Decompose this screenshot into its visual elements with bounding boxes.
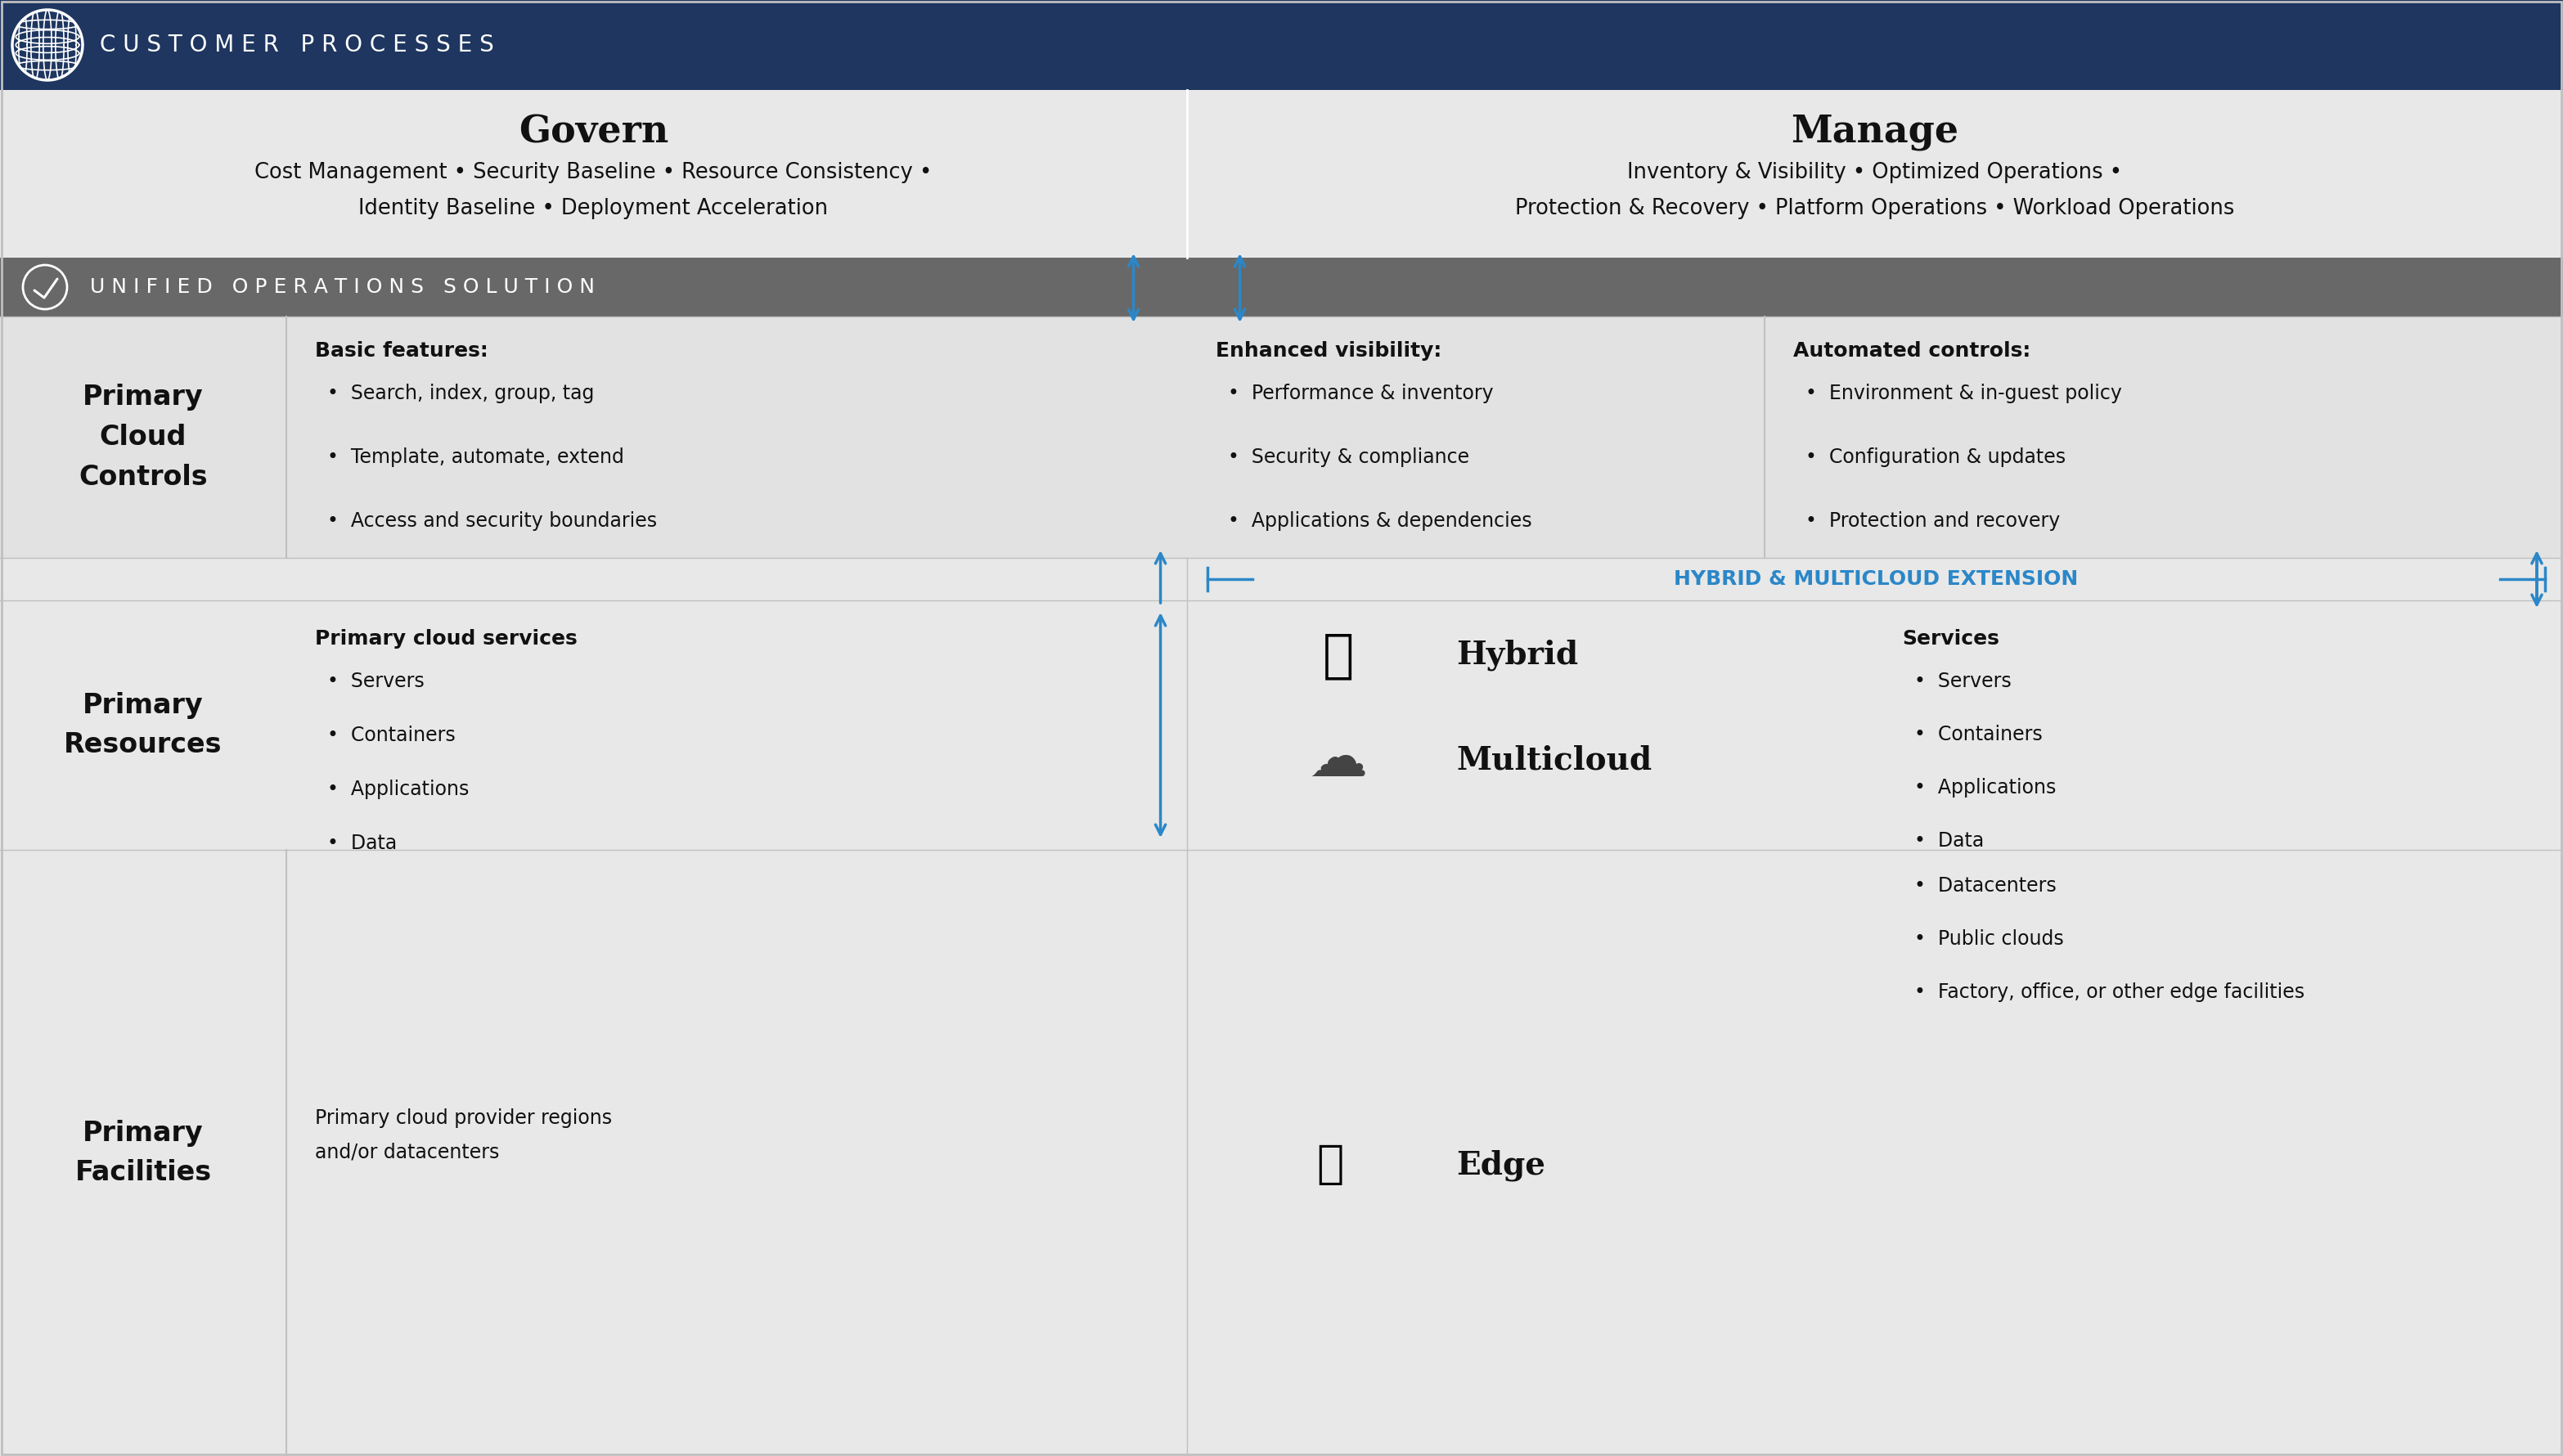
Text: •  Servers: • Servers: [1915, 671, 2012, 692]
Text: Primary
Resources: Primary Resources: [64, 692, 223, 759]
Text: •  Search, index, group, tag: • Search, index, group, tag: [328, 383, 595, 403]
Text: Enhanced visibility:: Enhanced visibility:: [1215, 341, 1440, 361]
Text: Primary
Facilities: Primary Facilities: [74, 1120, 213, 1187]
Text: ☁: ☁: [1310, 732, 1369, 788]
Bar: [0, 600, 2563, 850]
Text: Hybrid: Hybrid: [1456, 639, 1579, 671]
Bar: [0, 90, 2563, 258]
Text: HYBRID & MULTICLOUD EXTENSION: HYBRID & MULTICLOUD EXTENSION: [1674, 569, 2079, 588]
Text: •  Factory, office, or other edge facilities: • Factory, office, or other edge facilit…: [1915, 983, 2304, 1002]
Bar: [0, 0, 2563, 90]
Text: •  Performance & inventory: • Performance & inventory: [1228, 383, 1494, 403]
Bar: [0, 258, 2563, 316]
Text: •  Template, automate, extend: • Template, automate, extend: [328, 447, 623, 467]
Text: •  Containers: • Containers: [1915, 725, 2043, 744]
Bar: [0, 850, 2563, 1456]
Bar: [0, 558, 2563, 600]
Text: C U S T O M E R   P R O C E S S E S: C U S T O M E R P R O C E S S E S: [100, 33, 495, 57]
Text: 🏭: 🏭: [1317, 1143, 1343, 1187]
Text: •  Datacenters: • Datacenters: [1915, 877, 2056, 895]
Text: Basic features:: Basic features:: [315, 341, 487, 361]
Text: •  Data: • Data: [1915, 831, 1984, 850]
Text: Multicloud: Multicloud: [1456, 744, 1653, 776]
Text: •  Containers: • Containers: [328, 725, 456, 745]
Text: Automated controls:: Automated controls:: [1794, 341, 2030, 361]
Text: •  Public clouds: • Public clouds: [1915, 929, 2063, 949]
Bar: [0, 316, 2563, 558]
Text: •  Servers: • Servers: [328, 671, 425, 692]
Text: •  Access and security boundaries: • Access and security boundaries: [328, 511, 656, 531]
Text: •  Data: • Data: [328, 833, 397, 853]
Text: •  Protection and recovery: • Protection and recovery: [1804, 511, 2061, 531]
Text: Govern: Govern: [518, 114, 669, 150]
Text: •  Applications & dependencies: • Applications & dependencies: [1228, 511, 1533, 531]
Text: Primary cloud services: Primary cloud services: [315, 629, 577, 649]
Text: Services: Services: [1902, 629, 1999, 649]
Text: Primary cloud provider regions
and/or datacenters: Primary cloud provider regions and/or da…: [315, 1108, 613, 1162]
Text: U N I F I E D   O P E R A T I O N S   S O L U T I O N: U N I F I E D O P E R A T I O N S S O L …: [90, 277, 595, 297]
Text: •  Security & compliance: • Security & compliance: [1228, 447, 1469, 467]
Text: 🏢: 🏢: [1323, 630, 1353, 680]
Text: Manage: Manage: [1792, 114, 1958, 150]
Text: Primary
Cloud
Controls: Primary Cloud Controls: [79, 384, 208, 491]
Text: Inventory & Visibility • Optimized Operations •
Protection & Recovery • Platform: Inventory & Visibility • Optimized Opera…: [1515, 162, 2235, 220]
Text: Cost Management • Security Baseline • Resource Consistency •
Identity Baseline •: Cost Management • Security Baseline • Re…: [254, 162, 933, 220]
Text: •  Environment & in-guest policy: • Environment & in-guest policy: [1804, 383, 2122, 403]
Text: •  Configuration & updates: • Configuration & updates: [1804, 447, 2066, 467]
Text: •  Applications: • Applications: [1915, 778, 2056, 798]
Text: •  Applications: • Applications: [328, 779, 469, 799]
Text: Edge: Edge: [1456, 1149, 1545, 1181]
